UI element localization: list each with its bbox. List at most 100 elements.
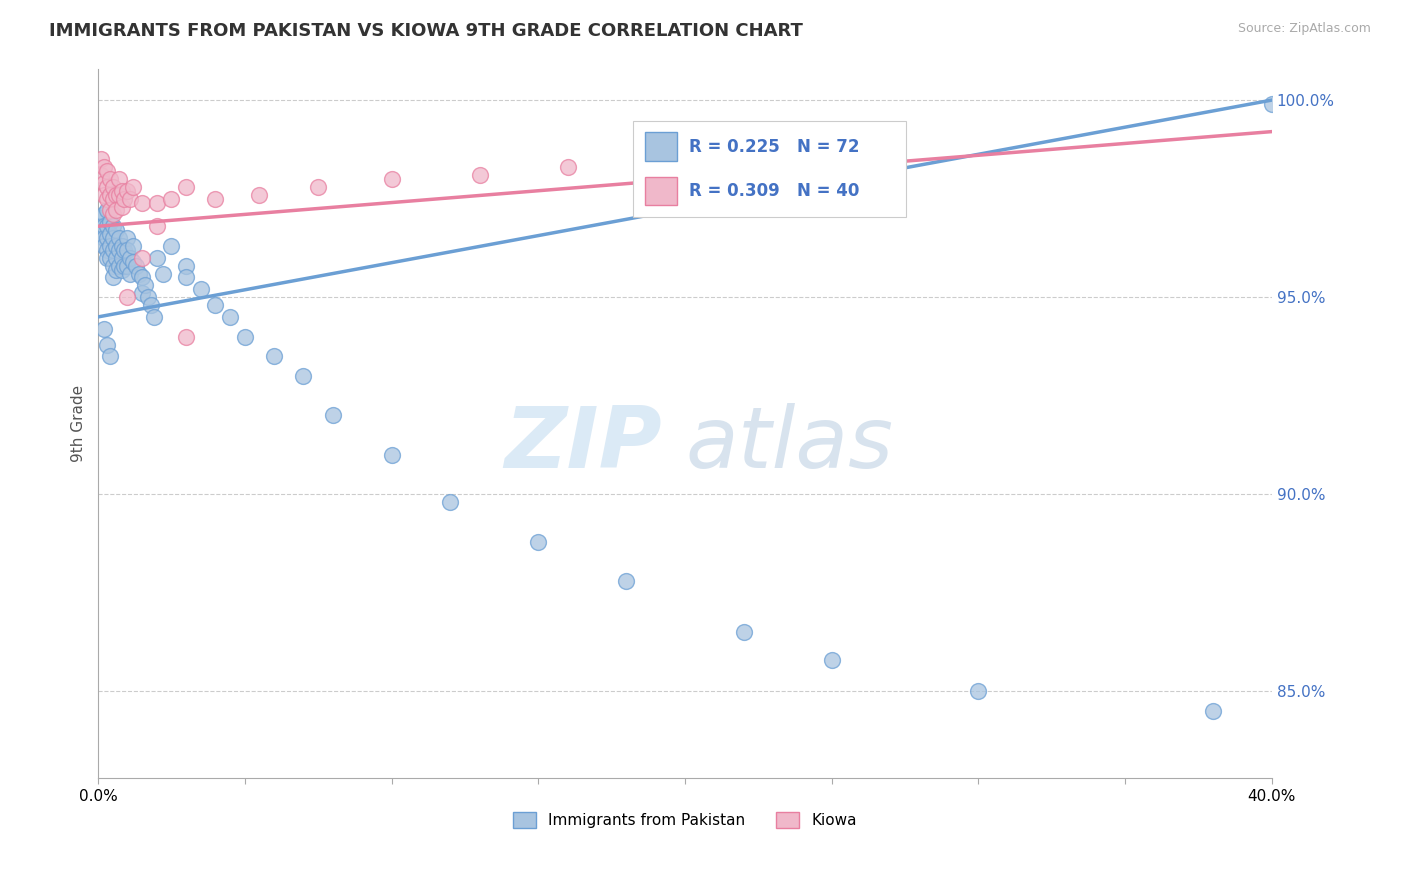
Bar — [645, 177, 678, 205]
Point — [110, 200, 132, 214]
Point — [204, 192, 226, 206]
Point — [96, 179, 118, 194]
Point — [104, 203, 127, 218]
Point — [821, 145, 844, 159]
Point — [107, 187, 129, 202]
Point — [322, 409, 344, 423]
Point — [104, 223, 127, 237]
Point — [120, 267, 142, 281]
Point — [131, 270, 153, 285]
Point — [101, 270, 124, 285]
Point — [107, 172, 129, 186]
Point — [93, 219, 115, 234]
Point — [101, 179, 124, 194]
Point — [110, 251, 132, 265]
Point — [96, 243, 118, 257]
Point — [98, 203, 121, 218]
Point — [131, 286, 153, 301]
Point — [131, 195, 153, 210]
Bar — [645, 132, 678, 161]
Point — [139, 298, 162, 312]
Point — [93, 231, 115, 245]
Point — [96, 192, 118, 206]
Point — [110, 262, 132, 277]
Point — [107, 259, 129, 273]
Point — [233, 329, 256, 343]
Point — [122, 239, 145, 253]
Point — [93, 207, 115, 221]
Point — [114, 243, 136, 257]
Point — [101, 243, 124, 257]
Point — [307, 179, 329, 194]
Point — [174, 270, 197, 285]
Point — [96, 164, 118, 178]
Point — [821, 653, 844, 667]
Text: atlas: atlas — [685, 403, 893, 486]
Point — [117, 231, 139, 245]
Point — [104, 262, 127, 277]
Point — [110, 184, 132, 198]
Point — [145, 251, 167, 265]
Point — [160, 239, 183, 253]
Point — [117, 184, 139, 198]
Point — [114, 192, 136, 206]
Point — [439, 495, 461, 509]
Point — [125, 259, 148, 273]
Point — [131, 251, 153, 265]
Point — [98, 215, 121, 229]
Point — [104, 239, 127, 253]
Point — [101, 219, 124, 234]
Point — [101, 192, 124, 206]
Point — [101, 259, 124, 273]
Point — [96, 203, 118, 218]
Point — [204, 298, 226, 312]
Point — [117, 259, 139, 273]
Point — [1261, 97, 1284, 112]
Point — [152, 267, 174, 281]
Point — [110, 239, 132, 253]
Point — [90, 227, 112, 241]
Point — [96, 219, 118, 234]
Point — [114, 259, 136, 273]
Point — [380, 172, 402, 186]
FancyBboxPatch shape — [633, 120, 905, 217]
Point — [104, 251, 127, 265]
Point — [557, 160, 579, 174]
Point — [117, 290, 139, 304]
Point — [263, 349, 285, 363]
Point — [122, 254, 145, 268]
Point — [90, 219, 112, 234]
Point — [145, 195, 167, 210]
Point — [93, 176, 115, 190]
Point — [90, 168, 112, 182]
Point — [120, 192, 142, 206]
Point — [380, 448, 402, 462]
Point — [145, 219, 167, 234]
Point — [120, 251, 142, 265]
Point — [249, 187, 271, 202]
Y-axis label: 9th Grade: 9th Grade — [72, 384, 86, 462]
Point — [967, 684, 990, 698]
Point — [117, 243, 139, 257]
Point — [96, 337, 118, 351]
Point — [98, 251, 121, 265]
Point — [468, 168, 491, 182]
Point — [93, 160, 115, 174]
Point — [673, 156, 696, 170]
Point — [174, 259, 197, 273]
Point — [93, 322, 115, 336]
Point — [90, 152, 112, 166]
Point — [107, 243, 129, 257]
Text: IMMIGRANTS FROM PAKISTAN VS KIOWA 9TH GRADE CORRELATION CHART: IMMIGRANTS FROM PAKISTAN VS KIOWA 9TH GR… — [49, 22, 803, 40]
Text: R = 0.225   N = 72: R = 0.225 N = 72 — [689, 137, 859, 156]
Point — [292, 369, 315, 384]
Point — [98, 349, 121, 363]
Point — [614, 574, 637, 588]
Point — [98, 227, 121, 241]
Point — [190, 282, 212, 296]
Point — [98, 239, 121, 253]
Point — [104, 187, 127, 202]
Text: ZIP: ZIP — [503, 403, 661, 486]
Legend: Immigrants from Pakistan, Kiowa: Immigrants from Pakistan, Kiowa — [508, 806, 863, 834]
Point — [134, 278, 156, 293]
